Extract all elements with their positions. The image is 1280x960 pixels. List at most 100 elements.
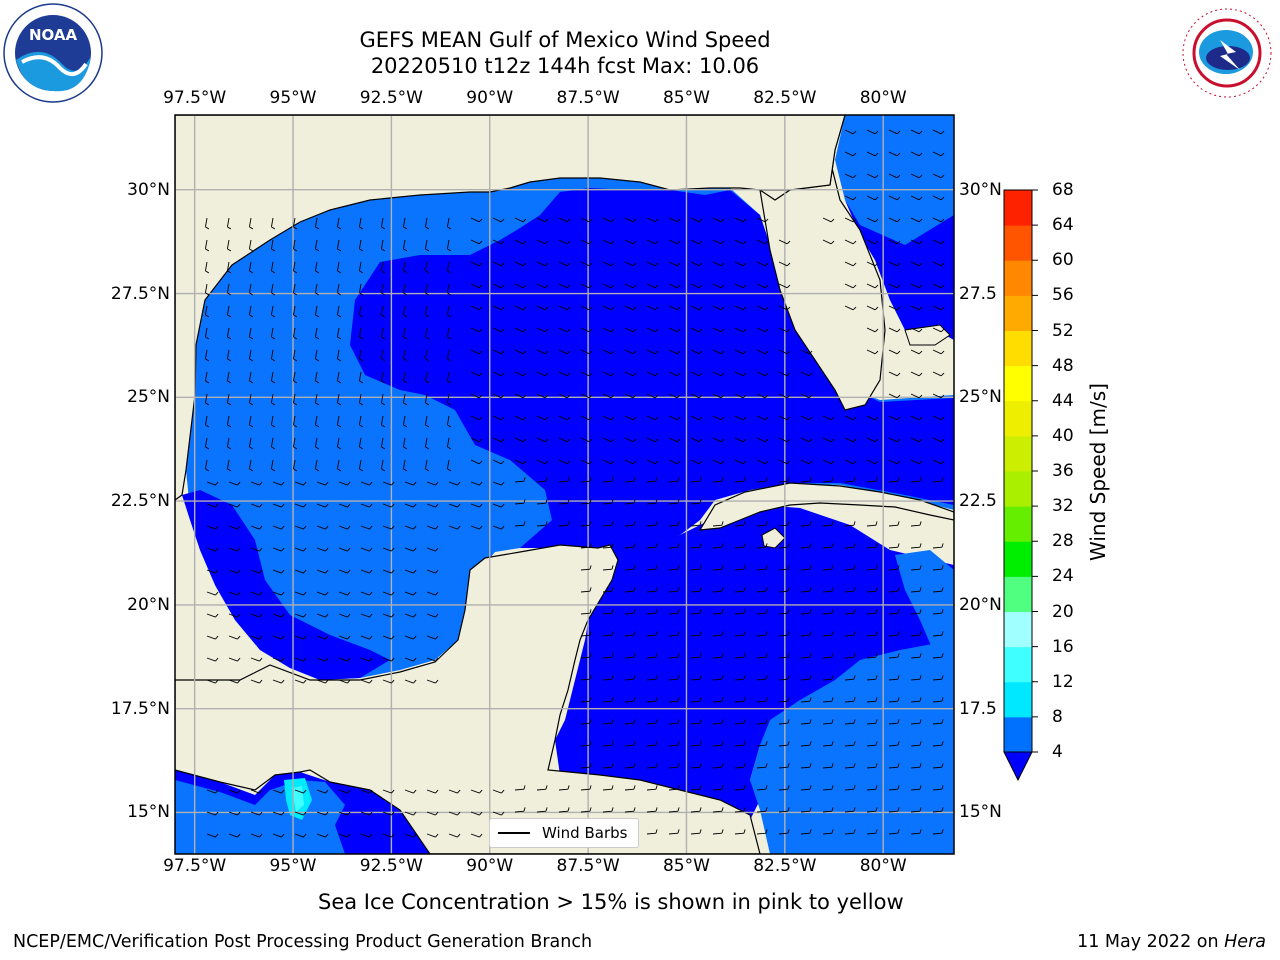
wind-barb-flag (677, 763, 680, 768)
wind-barb (402, 217, 406, 227)
wind-barb-flag (699, 565, 702, 570)
wind-barb-flag (337, 336, 342, 340)
wind-barb (888, 810, 899, 813)
wind-barb (888, 480, 899, 483)
wind-barb (624, 480, 635, 483)
wind-barb-flag (381, 270, 386, 274)
wind-barb (888, 612, 899, 615)
wind-barb (822, 612, 833, 615)
wind-barb-flag (215, 525, 219, 530)
wind-barb (932, 766, 943, 769)
wind-barb-flag (425, 248, 430, 252)
wind-barb-flag (227, 446, 232, 450)
wind-barb (690, 612, 701, 615)
wind-barb (690, 524, 701, 527)
wind-barb-flag (743, 477, 746, 482)
wind-barb-flag (742, 460, 747, 465)
wind-barb (226, 327, 230, 337)
wind-barb (690, 480, 701, 483)
wind-barb (668, 590, 679, 593)
wind-barb-flag (501, 811, 505, 816)
wind-barb-flag (447, 380, 452, 384)
wind-barb-flag (633, 565, 636, 570)
wind-barb (558, 349, 568, 355)
wind-barb-flag (830, 218, 835, 223)
wind-barb (338, 789, 348, 794)
wind-barb-flag (227, 336, 232, 340)
wind-barb-flag (875, 587, 878, 592)
wind-barb-flag (544, 438, 549, 443)
wind-barb-flag (874, 284, 879, 289)
wind-barb (668, 546, 679, 549)
wind-barb (446, 415, 450, 425)
wind-barb (932, 349, 942, 355)
wind-barb (712, 788, 723, 791)
wind-barb (624, 634, 635, 637)
wind-barb-flag (940, 284, 945, 289)
wind-barb-flag (764, 262, 769, 267)
wind-barb-flag (589, 763, 592, 768)
wind-barb (690, 590, 701, 593)
wind-barb-flag (809, 829, 812, 834)
wind-barb (712, 810, 723, 813)
wind-barb-flag (743, 543, 746, 548)
wind-barb (382, 635, 392, 640)
wind-barb (624, 459, 634, 465)
wind-barb-flag (698, 372, 703, 377)
wind-barb-flag (589, 609, 592, 614)
lat-tick-label-right: 20°N (959, 594, 1002, 615)
wind-barb-flag (874, 240, 879, 245)
wind-barb-flag (478, 350, 483, 355)
wind-barb (382, 525, 392, 530)
wind-barb (800, 371, 810, 377)
wind-barb-flag (765, 565, 768, 570)
wind-barb (336, 459, 340, 469)
wind-barb-flag (699, 829, 702, 834)
wind-barb-flag (435, 811, 439, 816)
wind-barb-flag (809, 543, 812, 548)
wind-barb (932, 239, 942, 245)
wind-barb-flag (941, 719, 944, 724)
wind-barb (844, 590, 855, 593)
wind-barb (624, 788, 635, 791)
wind-barb (358, 393, 362, 403)
wind-barb (292, 327, 296, 337)
wind-barb-flag (831, 719, 834, 724)
wind-barb (778, 678, 789, 681)
wind-barb (558, 261, 568, 267)
wind-barb-flag (447, 468, 452, 472)
wind-barb (360, 811, 370, 816)
wind-barb (514, 217, 524, 223)
wind-barb-flag (500, 262, 505, 267)
wind-barb (800, 700, 811, 703)
wind-barb-flag (315, 314, 320, 318)
lon-tick-label-top: 90°W (466, 88, 514, 108)
lon-tick-label-top: 82.5°W (753, 88, 817, 108)
wind-barb (844, 459, 854, 465)
wind-barb-flag (403, 226, 408, 230)
wind-barb-flag (611, 653, 614, 658)
wind-barb-flag (654, 372, 659, 377)
wind-barb-flag (698, 438, 703, 443)
wind-barb-flag (205, 336, 210, 340)
wind-barb-flag (853, 697, 856, 702)
wind-barb-flag (852, 152, 857, 157)
wind-barb-flag (721, 477, 724, 482)
wind-barb-flag (787, 521, 790, 526)
wind-barb-flag (677, 829, 680, 834)
wind-barb (712, 393, 722, 399)
wind-barb-flag (809, 741, 812, 746)
wind-barb (822, 678, 833, 681)
wind-barb-flag (919, 477, 922, 482)
wind-barb (580, 261, 590, 267)
wind-barb (380, 371, 384, 381)
wind-barb-flag (897, 697, 900, 702)
wind-barb-flag (611, 785, 614, 790)
wind-barb (624, 349, 634, 355)
wind-barb (426, 503, 436, 508)
wind-barb (204, 261, 208, 271)
wind-barb (734, 480, 745, 483)
wind-barb (336, 415, 340, 425)
wind-barb (314, 283, 318, 293)
wind-barb (690, 305, 700, 311)
